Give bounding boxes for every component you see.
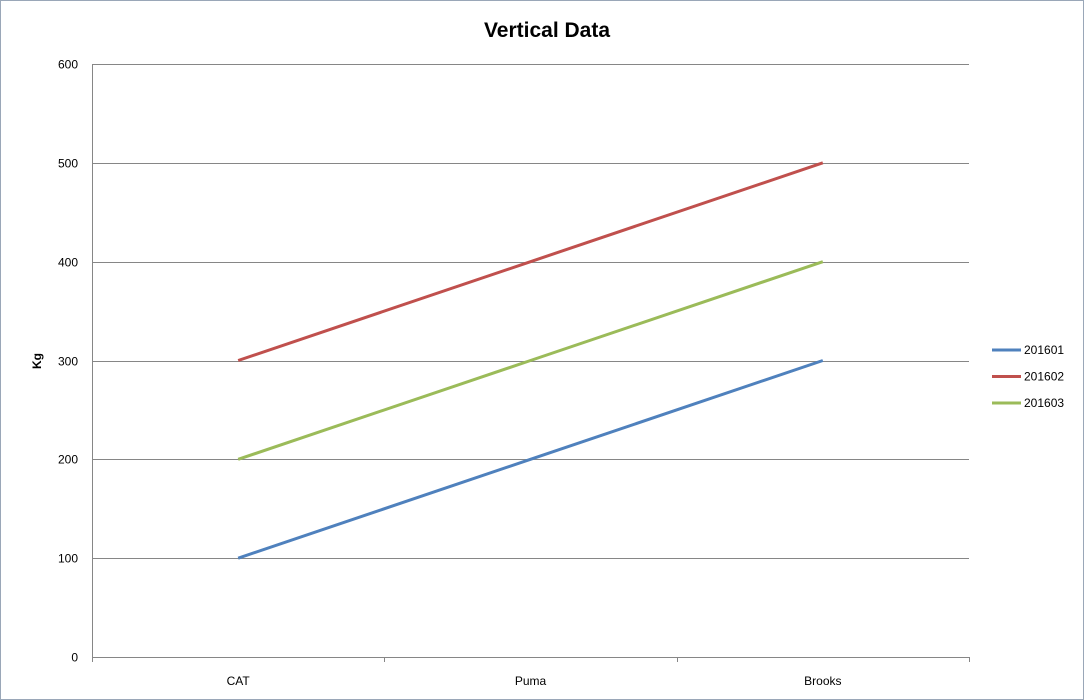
y-axis-title: Kg <box>30 353 44 369</box>
legend: 201601 201602 201603 <box>992 343 1064 410</box>
y-tick-label: 500 <box>58 157 78 171</box>
gridlines <box>92 64 969 559</box>
x-tick-label: Brooks <box>804 674 841 688</box>
y-tick-label: 400 <box>58 256 78 270</box>
series-lines <box>237 161 824 560</box>
series-line-201601 <box>237 359 824 560</box>
axes: 0 100 200 300 400 500 600 CAT Puma Brooks <box>58 58 970 688</box>
legend-label-201601: 201601 <box>1024 343 1064 357</box>
series-line-201602 <box>237 161 824 362</box>
x-tick-label: Puma <box>515 674 547 688</box>
y-tick-label: 200 <box>58 453 78 467</box>
x-tick-label: CAT <box>227 674 251 688</box>
y-tick-label: 600 <box>58 58 78 72</box>
y-tick-label: 300 <box>58 355 78 369</box>
series-line-201603 <box>237 260 824 461</box>
chart-title: Vertical Data <box>484 19 610 42</box>
legend-label-201602: 201602 <box>1024 370 1064 384</box>
y-tick-label: 0 <box>71 651 78 665</box>
legend-label-201603: 201603 <box>1024 396 1064 410</box>
y-tick-label: 100 <box>58 552 78 566</box>
